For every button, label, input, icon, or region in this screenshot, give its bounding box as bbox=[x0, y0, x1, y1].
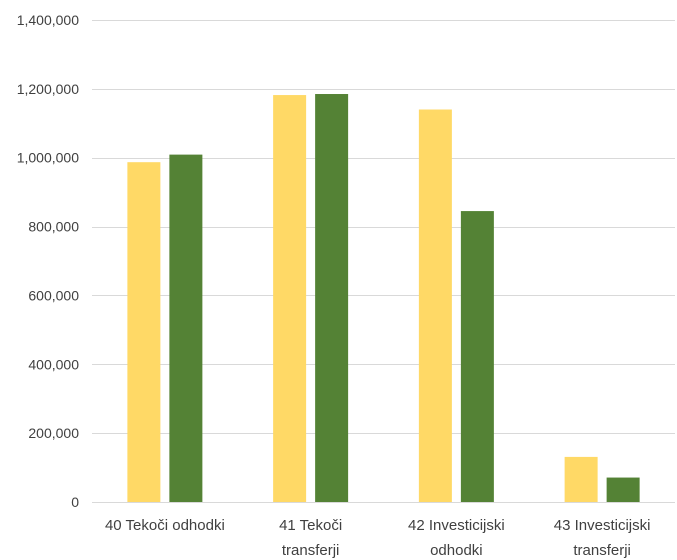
x-category-label-line: transferji bbox=[282, 542, 340, 559]
y-tick-label: 400,000 bbox=[28, 356, 79, 372]
bar-series-1-category-1 bbox=[127, 162, 161, 502]
bar-series-2-category-2 bbox=[315, 94, 349, 503]
x-category-label: 42 Investicijski odhodki bbox=[408, 517, 505, 559]
bars bbox=[127, 94, 640, 503]
bar-series-2-category-3 bbox=[460, 211, 494, 503]
bar-series-2-category-1 bbox=[169, 154, 203, 502]
x-category-label: 41 Tekoči transferji bbox=[279, 517, 342, 559]
x-category-label-line: odhodki bbox=[430, 542, 483, 559]
x-category-label-line: 42 Investicijski bbox=[408, 517, 505, 534]
x-category-label-line: 43 Investicijski bbox=[554, 517, 651, 534]
y-tick-label: 1,000,000 bbox=[17, 150, 79, 166]
y-tick-label: 1,200,000 bbox=[17, 81, 79, 97]
y-tick-label: 800,000 bbox=[28, 219, 79, 235]
y-axis-tick-labels: 0 200,000 400,000 600,000 800,000 1,000,000 1,… bbox=[17, 12, 80, 510]
x-category-label-line: 41 Tekoči bbox=[279, 517, 342, 534]
bar-series-1-category-3 bbox=[418, 109, 452, 502]
x-category-label: 43 Investicijski transferji bbox=[554, 517, 651, 559]
y-tick-label: 0 bbox=[71, 494, 79, 510]
y-tick-label: 200,000 bbox=[28, 425, 79, 441]
y-tick-label: 1,400,000 bbox=[17, 12, 79, 28]
bar-series-1-category-2 bbox=[273, 95, 307, 502]
y-tick-label: 600,000 bbox=[28, 287, 79, 303]
x-category-label: 40 Tekoči odhodki bbox=[105, 517, 225, 534]
bar-series-2-category-4 bbox=[606, 477, 640, 502]
x-axis-category-labels: 40 Tekoči odhodki 41 Tekoči transferji 42 I… bbox=[105, 517, 651, 559]
bar-series-1-category-4 bbox=[564, 456, 598, 502]
x-category-label-line: 40 Tekoči odhodki bbox=[105, 517, 225, 534]
x-category-label-line: transferji bbox=[573, 542, 631, 559]
